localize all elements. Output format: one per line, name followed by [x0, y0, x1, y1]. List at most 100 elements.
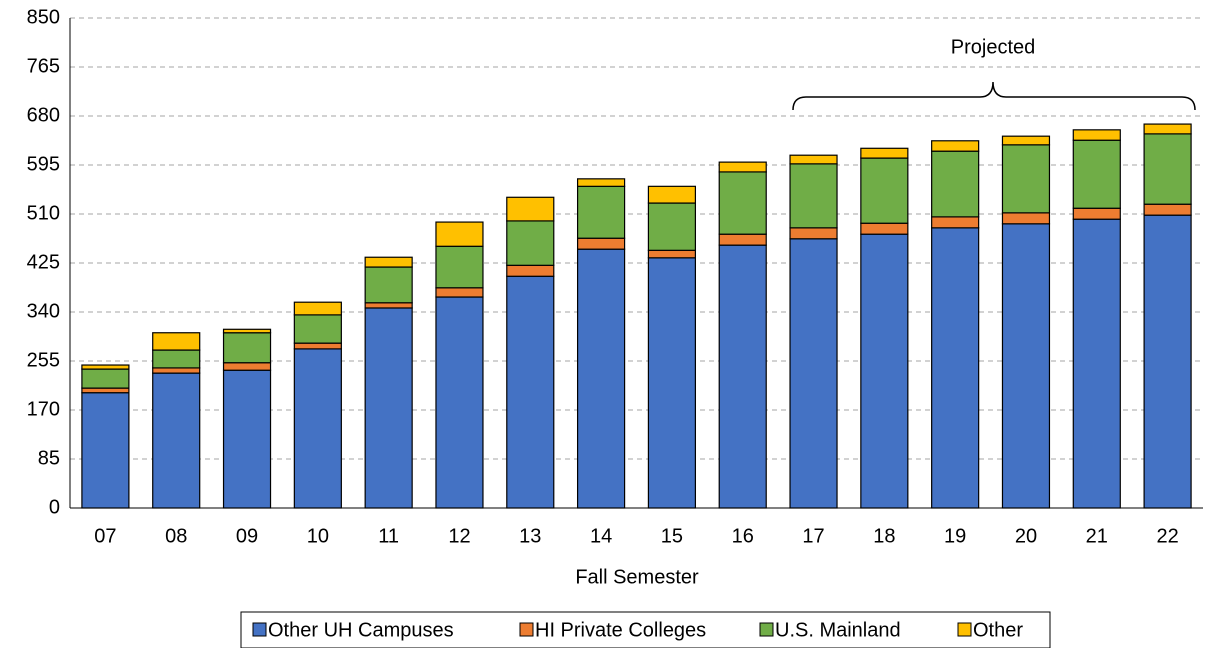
legend-label: U.S. Mainland: [775, 619, 901, 641]
bar-segment: [647, 202, 697, 251]
legend-swatch: [957, 622, 972, 637]
x-tick-label: 20: [1015, 525, 1037, 547]
x-tick-label: 13: [519, 525, 541, 547]
x-tick-label: 09: [236, 525, 258, 547]
legend-swatch: [252, 622, 267, 637]
y-tick-label: 255: [27, 349, 60, 371]
y-tick-label: 425: [27, 251, 60, 273]
y-tick-label: 0: [49, 496, 60, 518]
y-tick-label: 510: [27, 202, 60, 224]
bar-segment: [435, 287, 484, 298]
bar-segment: [222, 328, 272, 334]
bar-segment: [860, 147, 909, 159]
x-tick-label: 10: [307, 525, 329, 547]
bar-segment: [1143, 133, 1192, 205]
bar-segment: [364, 302, 413, 309]
bar-segment: [152, 367, 201, 374]
bar-segment: [435, 296, 484, 509]
bar-segment: [1072, 129, 1121, 141]
bar-segment: [364, 256, 413, 268]
bar-segment: [1072, 207, 1121, 220]
bar-segment: [1072, 139, 1121, 209]
x-tick-label: 19: [944, 525, 966, 547]
bar-segment: [152, 372, 201, 509]
projected-brace: [792, 81, 1196, 111]
legend-label: Other: [973, 619, 1023, 641]
bar-segment: [293, 342, 342, 350]
bar-segment: [222, 332, 272, 364]
y-tick-label: 170: [27, 398, 60, 420]
bar-segment: [506, 264, 555, 277]
bar-segment: [931, 216, 980, 229]
annotation: Projected: [951, 36, 1036, 58]
x-tick-label: 15: [661, 525, 683, 547]
legend-box: [240, 611, 1051, 648]
bar-segment: [860, 222, 909, 235]
bar-segment: [718, 161, 767, 173]
bar-segment: [789, 163, 838, 229]
bar-segment: [506, 275, 555, 509]
bar-segment: [152, 349, 201, 369]
y-tick-label: 340: [27, 300, 60, 322]
x-tick-label: 11: [378, 525, 399, 547]
bar-segment: [647, 257, 697, 509]
legend-label: HI Private Colleges: [535, 619, 706, 641]
bar-segment: [931, 150, 980, 218]
x-tick-label: 14: [590, 525, 612, 547]
bar-segment: [152, 332, 201, 351]
bar-segment: [1001, 135, 1051, 146]
bar-segment: [789, 238, 838, 509]
bar-segment: [222, 362, 272, 371]
bar-segment: [718, 171, 767, 235]
bar-segment: [1143, 214, 1192, 509]
y-tick-label: 595: [27, 153, 60, 175]
bar-segment: [364, 307, 413, 509]
bar-segment: [576, 237, 626, 250]
bar-segment: [576, 178, 626, 187]
y-tick-label: 765: [27, 55, 60, 77]
bar-segment: [576, 248, 626, 509]
bar-segment: [81, 392, 130, 509]
x-tick-label: 08: [165, 525, 187, 547]
bar-segment: [860, 157, 909, 224]
x-tick-label: 07: [94, 525, 116, 547]
bar-segment: [718, 244, 767, 509]
bar-segment: [718, 233, 767, 246]
y-tick-label: 850: [27, 6, 60, 28]
bar-segment: [81, 364, 130, 370]
bar-segment: [647, 185, 697, 204]
bar-segment: [435, 245, 484, 289]
bar-segment: [293, 348, 342, 509]
bar-segment: [647, 249, 697, 259]
y-tick-label: 85: [38, 447, 60, 469]
bar-segment: [1001, 212, 1051, 225]
bar-segment: [1001, 223, 1051, 509]
legend-swatch: [759, 622, 774, 637]
x-tick-label: 17: [802, 525, 824, 547]
legend-swatch: [519, 622, 534, 637]
bar-segment: [1143, 123, 1192, 135]
bar-segment: [293, 314, 342, 344]
bar-segment: [81, 368, 130, 389]
legend-label: Other UH Campuses: [268, 619, 454, 641]
bar-segment: [293, 301, 342, 316]
x-tick-label: 18: [873, 525, 895, 547]
x-tick-label: 21: [1086, 525, 1108, 547]
bar-segment: [435, 221, 484, 247]
bar-segment: [789, 227, 838, 240]
bar-segment: [1143, 203, 1192, 216]
bar-segment: [364, 266, 413, 304]
bar-segment: [222, 369, 272, 509]
bar-segment: [931, 140, 980, 152]
bar-segment: [576, 185, 626, 239]
bar-segment: [789, 154, 838, 165]
bar-segment: [1072, 218, 1121, 509]
y-tick-label: 680: [27, 104, 60, 126]
bar-segment: [506, 220, 555, 266]
bar-segment: [931, 227, 980, 509]
bar-segment: [506, 196, 555, 222]
x-tick-label: 16: [732, 525, 754, 547]
x-tick-label: 12: [448, 525, 470, 547]
x-axis-title: Fall Semester: [575, 566, 699, 588]
